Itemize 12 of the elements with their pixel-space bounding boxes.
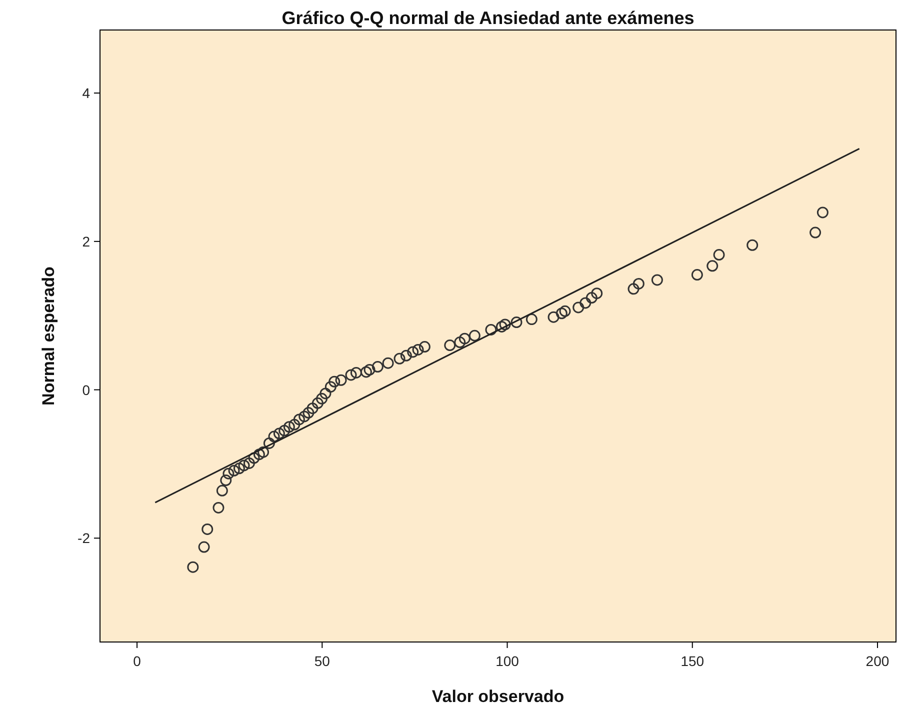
x-tick-label: 50 bbox=[314, 653, 330, 669]
y-tick-label: -2 bbox=[78, 530, 90, 546]
x-tick-label: 0 bbox=[133, 653, 142, 669]
x-axis-title: Valor observado bbox=[432, 687, 564, 706]
x-tick-label: 200 bbox=[866, 653, 890, 669]
x-tick-label: 100 bbox=[496, 653, 520, 669]
y-axis-title: Normal esperado bbox=[39, 266, 58, 406]
y-tick-label: 0 bbox=[82, 382, 90, 398]
y-tick-label: 4 bbox=[82, 85, 90, 102]
y-tick-label: 2 bbox=[82, 233, 90, 250]
x-tick-label: 150 bbox=[680, 653, 704, 669]
chart-title: Gráfico Q-Q normal de Ansiedad ante exámenes bbox=[282, 8, 694, 28]
